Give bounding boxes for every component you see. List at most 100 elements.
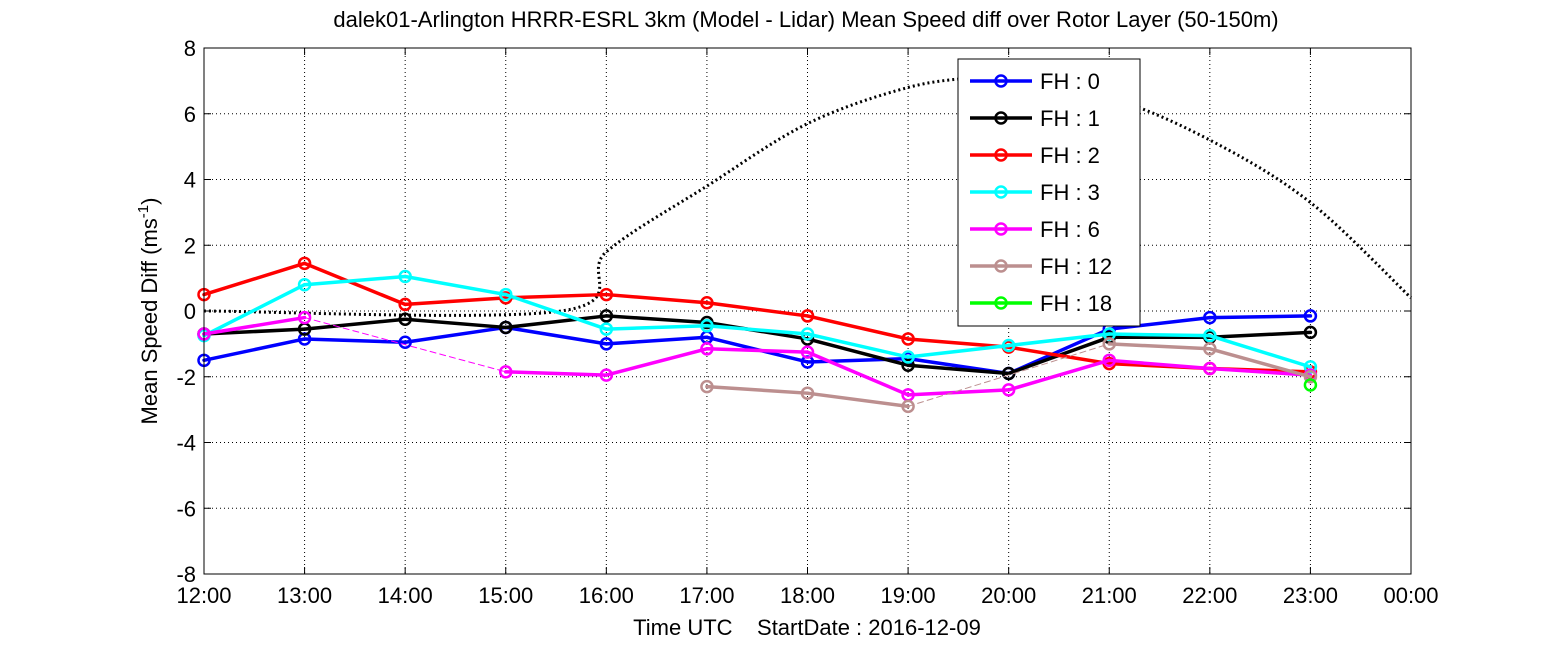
data-point [297, 310, 312, 325]
y-tick-label: 2 [184, 233, 196, 258]
data-point [901, 399, 915, 414]
data-point [499, 287, 513, 302]
series-segment [1208, 366, 1313, 377]
data-point [599, 337, 614, 351]
y-axis-label-main: Mean Speed Diff (ms [137, 218, 162, 424]
legend-label: FH : 2 [1040, 143, 1100, 168]
data-point [1001, 383, 1016, 397]
data-point [1203, 310, 1217, 325]
data-point [700, 379, 714, 394]
data-point [1203, 342, 1217, 356]
series-segment [302, 261, 407, 307]
series-segment [302, 274, 407, 287]
series-segment [302, 317, 407, 331]
x-tick-label: 22:00 [1182, 583, 1237, 608]
data-point [800, 345, 815, 359]
data-point [1102, 337, 1116, 351]
x-tick-label: 21:00 [1082, 583, 1137, 608]
data-point [1102, 353, 1116, 368]
series-segment [1006, 345, 1111, 366]
x-tick-label: 14:00 [378, 583, 433, 608]
series-segment [705, 384, 810, 395]
data-point [297, 277, 312, 292]
series-segment [705, 301, 810, 318]
data-point [1303, 370, 1318, 384]
data-point [599, 309, 614, 323]
reference-curve-line [203, 75, 1413, 317]
legend-label: FH : 3 [1040, 180, 1100, 205]
y-tick-label: 6 [184, 102, 196, 127]
data-point [599, 368, 614, 382]
series-segment [604, 324, 709, 331]
legend-marker [994, 111, 1008, 125]
series-segment [403, 325, 508, 344]
data-point [398, 269, 412, 284]
series-segment [705, 324, 810, 336]
legend-marker [994, 259, 1008, 273]
y-tick-label: -8 [176, 562, 196, 587]
x-tick-label: 16:00 [579, 583, 634, 608]
data-point [800, 327, 815, 341]
series-segment [403, 274, 508, 297]
data-point [297, 256, 312, 271]
series-segment [1208, 347, 1313, 379]
y-tick-label: -2 [176, 365, 196, 390]
series-segment [604, 314, 709, 325]
series-segment [805, 337, 910, 367]
data-point [901, 332, 915, 346]
series-segment [1107, 342, 1212, 351]
data-point [599, 287, 614, 302]
y-tick-label: 0 [184, 299, 196, 324]
x-tick-label: 20:00 [981, 583, 1036, 608]
x-tick-label: 00:00 [1383, 583, 1438, 608]
series-segment [1107, 332, 1212, 338]
series-segment [1208, 330, 1313, 340]
data-point [1203, 328, 1217, 343]
series-segment [805, 391, 910, 409]
series-segment [202, 337, 307, 363]
legend-label: FH : 6 [1040, 217, 1100, 242]
series-segment [1208, 333, 1313, 369]
y-axis-label: Mean Speed Diff (ms-1) [135, 198, 162, 425]
legend-label: FH : 12 [1040, 254, 1112, 279]
y-tick-label: 8 [184, 36, 196, 61]
y-axis: -8 -6 -4 -2 0 2 4 6 8 [176, 36, 1411, 587]
data-point [499, 320, 513, 335]
legend-label: FH : 1 [1040, 106, 1100, 131]
data-point [901, 350, 915, 364]
series-segment [906, 363, 1011, 376]
data-series [197, 256, 1318, 414]
y-axis-label-end: ) [137, 198, 162, 205]
legend-label: FH : 18 [1040, 291, 1112, 316]
data-point [700, 342, 714, 356]
data-point [901, 358, 915, 372]
series-segment [302, 337, 407, 344]
data-point [700, 296, 714, 310]
series-segment [604, 347, 709, 377]
data-point [700, 319, 714, 333]
series-segment [906, 388, 1011, 397]
series-segment [504, 325, 609, 346]
series-segment [907, 343, 1110, 407]
series-segment [504, 314, 609, 330]
series-5 [197, 310, 1318, 402]
series-segment [202, 261, 307, 297]
legend-label: FH : 0 [1040, 69, 1100, 94]
series-segment [504, 370, 609, 377]
x-tick-label: 17:00 [679, 583, 734, 608]
series-segment [705, 347, 810, 354]
series-segment [504, 292, 609, 300]
legend: FH : 0 FH : 1 FH : 2 FH : 3 FH : 6 FH : 12 FH … [957, 58, 1141, 327]
series-segment [1006, 332, 1111, 348]
series-segment [805, 332, 910, 359]
x-tick-label: 15:00 [478, 583, 533, 608]
x-tick-label: 18:00 [780, 583, 835, 608]
legend-marker [994, 222, 1008, 236]
series-segment [906, 343, 1011, 359]
x-axis-label: Time UTC StartDate : 2016-12-09 [633, 615, 981, 640]
series-segment [1006, 358, 1111, 392]
series-segment [805, 314, 910, 341]
x-axis: 12:00 13:00 14:00 15:00 16:00 17:00 18:00 19:00… [176, 48, 1439, 608]
chart-title: dalek01-Arlington HRRR-ESRL 3km (Model -… [333, 7, 1278, 32]
